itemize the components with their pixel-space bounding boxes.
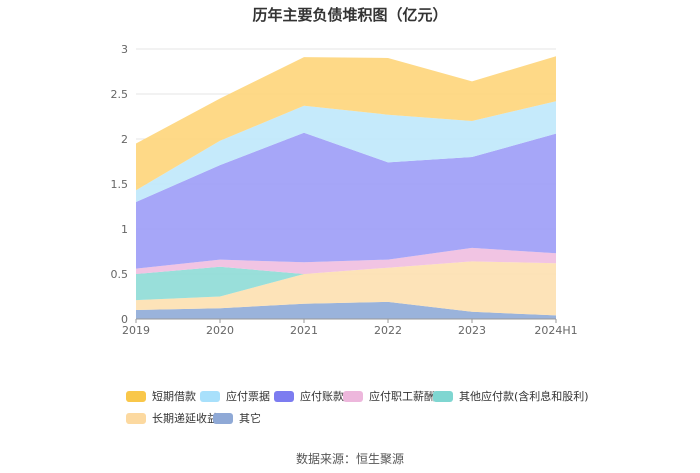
y-tick-label: 1.5 xyxy=(111,178,129,191)
area-应付账款 xyxy=(136,132,556,269)
legend-label: 其他应付款(含利息和股利) xyxy=(459,390,589,403)
legend-item[interactable]: 应付职工薪酬 xyxy=(343,388,435,404)
x-tick-label: 2020 xyxy=(206,324,234,337)
legend-item[interactable]: 其他应付款(含利息和股利) xyxy=(433,388,589,404)
area-应付职工薪酬 xyxy=(136,247,556,274)
legend-swatch xyxy=(343,390,363,402)
legend-item[interactable]: 应付账款 xyxy=(274,388,344,404)
x-tick-label: 2024H1 xyxy=(534,324,577,337)
legend-label: 其它 xyxy=(239,412,261,425)
y-tick-label: 2 xyxy=(121,133,128,146)
x-axis: 2019 2020 2021 2022 2023 2024H1 xyxy=(122,318,578,337)
x-tick-label: 2022 xyxy=(374,324,402,337)
data-source: 数据来源：恒生聚源 xyxy=(295,452,404,466)
legend-item[interactable]: 长期递延收益 xyxy=(126,410,218,426)
area-其他应付款(含利息和股利) xyxy=(136,261,556,301)
legend-label: 长期递延收益 xyxy=(152,412,218,425)
y-axis-ticks: 0 0.5 1 1.5 2 2.5 3 xyxy=(111,43,129,326)
x-tick-label: 2019 xyxy=(122,324,150,337)
legend-swatch xyxy=(433,390,453,402)
legend-swatch xyxy=(126,390,146,402)
legend-item[interactable]: 其它 xyxy=(213,410,261,426)
legend-label: 短期借款 xyxy=(152,390,196,403)
x-tick-label: 2021 xyxy=(290,324,318,337)
legend-swatch xyxy=(200,390,220,402)
legend-item[interactable]: 应付票据 xyxy=(200,388,270,404)
area-series xyxy=(136,56,556,319)
y-tick-label: 0.5 xyxy=(111,268,129,281)
y-tick-label: 3 xyxy=(121,43,128,56)
area-其它 xyxy=(136,301,556,319)
y-tick-label: 1 xyxy=(121,223,128,236)
x-tick-label: 2023 xyxy=(458,324,486,337)
legend-swatch xyxy=(213,412,233,424)
chart-title: 历年主要负债堆积图（亿元） xyxy=(252,6,448,24)
legend-label: 应付账款 xyxy=(300,390,344,403)
stacked-area-chart: 0 0.5 1 1.5 2 2.5 3 2019 2020 2021 2022 2023 2024H1 xyxy=(111,43,578,337)
area-长期递延收益 xyxy=(136,261,556,316)
y-tick-label: 0 xyxy=(121,313,128,326)
y-tick-label: 2.5 xyxy=(111,88,129,101)
legend-label: 应付职工薪酬 xyxy=(369,390,435,403)
legend-swatch xyxy=(274,390,294,402)
legend-label: 应付票据 xyxy=(226,390,270,403)
legend-swatch xyxy=(126,412,146,424)
area-应付票据 xyxy=(136,101,556,202)
legend-item[interactable]: 短期借款 xyxy=(126,388,196,404)
area-短期借款 xyxy=(136,56,556,191)
